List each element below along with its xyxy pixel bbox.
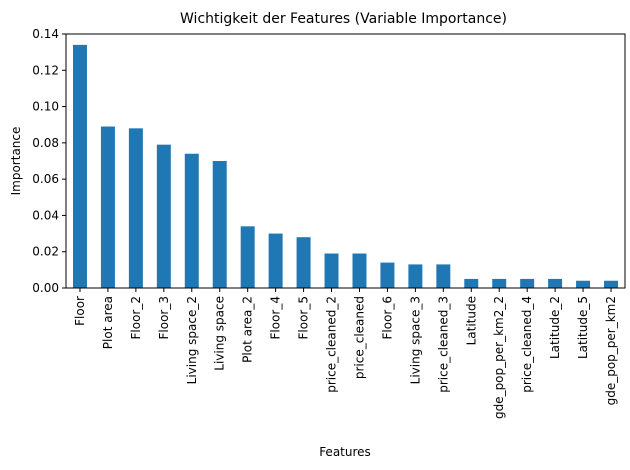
y-tick-label: 0.14 (32, 27, 59, 41)
bar-floor-6 (380, 262, 395, 288)
bar-floor-5 (296, 237, 311, 288)
x-tick-label: Plot area (101, 296, 115, 349)
y-tick-label: 0.00 (32, 281, 59, 295)
y-tick-label: 0.12 (32, 63, 59, 77)
x-tick-label: Floor_2 (129, 296, 143, 340)
y-axis-title: Importance (9, 127, 23, 196)
x-tick-label: gde_pop_per_km2 (604, 296, 618, 405)
bar-living-space-3 (408, 264, 423, 288)
y-tick-label: 0.02 (32, 245, 59, 259)
x-tick-label: Latitude_2 (548, 296, 562, 359)
y-axis: 0.00 0.02 0.04 0.06 0.08 0.10 0.12 0.14 (32, 27, 66, 295)
bar-price-cleaned-3 (436, 264, 451, 288)
chart-title: Wichtigkeit der Features (Variable Impor… (180, 11, 507, 27)
x-tick-label: Latitude_5 (576, 296, 590, 359)
x-tick-label: Floor_4 (269, 296, 283, 340)
bar-living-space-2 (184, 153, 199, 288)
x-tick-label: Living space_2 (185, 296, 199, 384)
bars-group (72, 44, 619, 289)
bar-plot-area-2 (240, 226, 255, 288)
plot-frame (65, 33, 626, 289)
x-axis-title: Features (319, 445, 371, 459)
bar-price-cleaned-4 (520, 278, 535, 288)
y-tick-label: 0.08 (32, 136, 59, 150)
x-tick-label: price_cleaned_3 (436, 296, 450, 393)
x-tick-label: Living space_3 (408, 296, 422, 384)
x-tick-label: Plot area_2 (241, 296, 255, 363)
y-tick-label: 0.10 (32, 100, 59, 114)
bar-latitude-2 (548, 278, 563, 288)
y-tick-label: 0.04 (32, 208, 59, 222)
x-axis: Floor Plot area Floor_2 Floor_3 Living space… (73, 288, 618, 419)
bar-latitude-5 (576, 280, 591, 288)
bar-floor-4 (268, 233, 283, 288)
bar-floor-2 (128, 128, 143, 288)
bar-price-cleaned-2 (324, 253, 339, 288)
x-tick-label: price_cleaned_4 (520, 296, 534, 393)
x-tick-label: Living space (213, 296, 227, 371)
x-tick-label: Floor (73, 296, 87, 326)
bar-plot-area (100, 126, 115, 289)
x-tick-label: price_cleaned_2 (325, 296, 339, 393)
bar-latitude (464, 278, 479, 288)
bar-floor (72, 44, 87, 289)
x-tick-label: gde_pop_per_km2_2 (492, 296, 506, 419)
bar-floor-3 (156, 144, 171, 288)
bar-living-space (212, 161, 227, 288)
x-tick-label: Latitude (464, 296, 478, 345)
x-tick-label: Floor_5 (297, 296, 311, 340)
x-tick-label: Floor_3 (157, 296, 171, 340)
bar-price-cleaned (352, 253, 367, 288)
x-tick-label: Floor_6 (380, 296, 394, 340)
x-tick-label: price_cleaned (352, 296, 366, 379)
bar-gde-pop-per-km2-2 (492, 278, 507, 288)
bar-gde-pop-per-km2 (604, 280, 619, 288)
y-tick-label: 0.06 (32, 172, 59, 186)
